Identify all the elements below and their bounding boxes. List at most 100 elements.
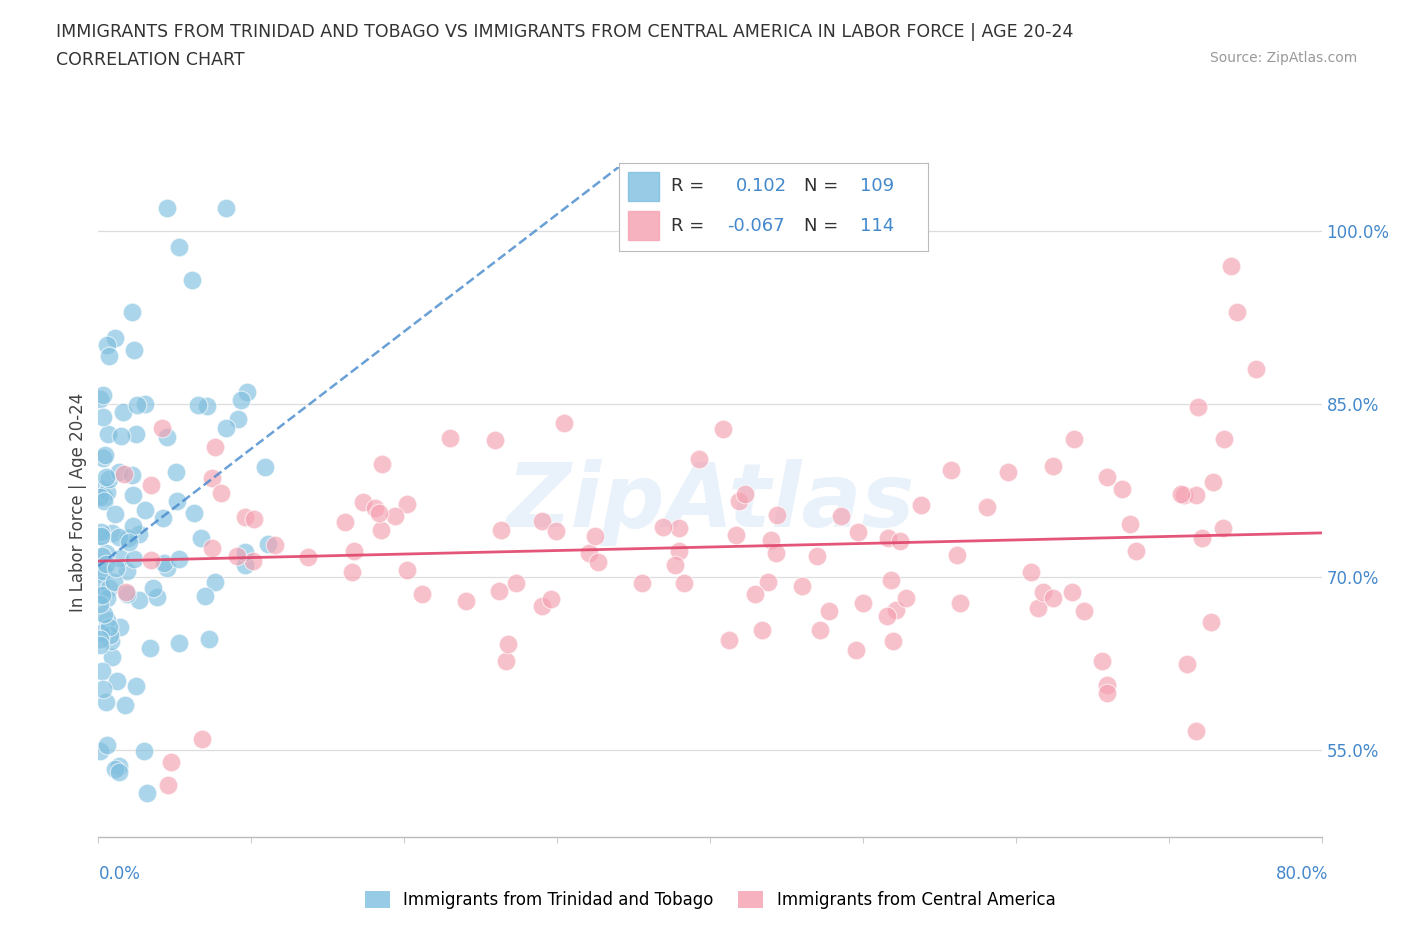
Point bbox=[156, 430, 179, 445]
Point bbox=[121, 305, 143, 320]
Point bbox=[167, 551, 190, 566]
Text: R =: R = bbox=[671, 217, 704, 235]
Point bbox=[122, 342, 145, 357]
Point bbox=[233, 557, 256, 572]
Point bbox=[496, 636, 519, 651]
Point bbox=[531, 514, 554, 529]
Point bbox=[1173, 488, 1195, 503]
Point bbox=[727, 494, 749, 509]
Point bbox=[201, 471, 224, 485]
Point bbox=[946, 548, 969, 563]
Point bbox=[89, 392, 111, 406]
Point bbox=[1175, 657, 1198, 671]
Point bbox=[1042, 591, 1064, 605]
Point bbox=[108, 529, 131, 544]
Point bbox=[370, 523, 392, 538]
Point bbox=[195, 399, 218, 414]
Point bbox=[153, 555, 176, 570]
Point bbox=[1062, 585, 1084, 600]
Point bbox=[142, 581, 165, 596]
Point bbox=[190, 531, 212, 546]
Point bbox=[97, 580, 120, 595]
Point bbox=[215, 421, 238, 436]
Point bbox=[89, 489, 111, 504]
Point bbox=[540, 591, 562, 606]
Point bbox=[93, 607, 115, 622]
Point bbox=[1184, 724, 1206, 738]
Point bbox=[96, 737, 118, 752]
Point bbox=[1095, 678, 1118, 693]
Point bbox=[94, 556, 117, 571]
Bar bbox=[628, 211, 659, 241]
Point bbox=[997, 465, 1019, 480]
Point bbox=[90, 664, 112, 679]
Point bbox=[108, 759, 131, 774]
Point bbox=[101, 650, 124, 665]
Point bbox=[89, 638, 111, 653]
Point bbox=[364, 500, 387, 515]
Point bbox=[578, 545, 600, 560]
Point bbox=[166, 493, 188, 508]
Point bbox=[112, 467, 135, 482]
Point bbox=[631, 576, 654, 591]
Point bbox=[121, 519, 143, 534]
Point bbox=[817, 604, 839, 618]
Point bbox=[1125, 544, 1147, 559]
Point bbox=[167, 635, 190, 650]
Bar bbox=[628, 172, 659, 201]
Point bbox=[1091, 654, 1114, 669]
Point bbox=[488, 583, 510, 598]
Point bbox=[96, 338, 118, 352]
Point bbox=[495, 654, 517, 669]
Point bbox=[229, 392, 252, 407]
Point bbox=[744, 587, 766, 602]
Point bbox=[880, 573, 903, 588]
Point bbox=[91, 387, 114, 402]
Point bbox=[90, 625, 112, 640]
Point bbox=[132, 744, 155, 759]
Point bbox=[806, 549, 828, 564]
Point bbox=[1111, 481, 1133, 496]
Point bbox=[876, 608, 898, 623]
Point bbox=[108, 619, 131, 634]
Text: IMMIGRANTS FROM TRINIDAD AND TOBAGO VS IMMIGRANTS FROM CENTRAL AMERICA IN LABOR : IMMIGRANTS FROM TRINIDAD AND TOBAGO VS I… bbox=[56, 23, 1074, 41]
Point bbox=[156, 200, 179, 215]
Point bbox=[756, 574, 779, 589]
Point bbox=[90, 525, 112, 539]
Point bbox=[139, 552, 162, 567]
Point bbox=[340, 565, 363, 579]
Point bbox=[396, 497, 419, 512]
Point bbox=[1019, 565, 1042, 579]
Point bbox=[226, 411, 249, 426]
Legend: Immigrants from Trinidad and Tobago, Immigrants from Central America: Immigrants from Trinidad and Tobago, Imm… bbox=[359, 884, 1062, 916]
Point bbox=[264, 538, 287, 553]
Point bbox=[384, 509, 406, 524]
Point bbox=[89, 481, 111, 496]
Point bbox=[114, 698, 136, 712]
Point bbox=[1170, 487, 1192, 502]
Point bbox=[115, 564, 138, 578]
Point bbox=[187, 398, 209, 413]
Point bbox=[352, 495, 374, 510]
Point bbox=[846, 525, 869, 539]
Point bbox=[112, 405, 135, 419]
Point bbox=[122, 551, 145, 566]
Point bbox=[94, 546, 117, 561]
Point bbox=[89, 631, 111, 646]
Point bbox=[122, 488, 145, 503]
Point bbox=[104, 331, 127, 346]
Point bbox=[215, 200, 238, 215]
Point bbox=[242, 553, 264, 568]
Point bbox=[845, 643, 868, 658]
Point bbox=[1095, 686, 1118, 701]
Point bbox=[108, 764, 131, 779]
Point bbox=[124, 679, 146, 694]
Point bbox=[115, 585, 138, 600]
Point bbox=[93, 494, 115, 509]
Point bbox=[89, 578, 111, 592]
Point bbox=[180, 273, 202, 288]
Point bbox=[830, 509, 852, 524]
Point bbox=[808, 623, 831, 638]
Point bbox=[152, 511, 174, 525]
Point bbox=[1095, 470, 1118, 485]
